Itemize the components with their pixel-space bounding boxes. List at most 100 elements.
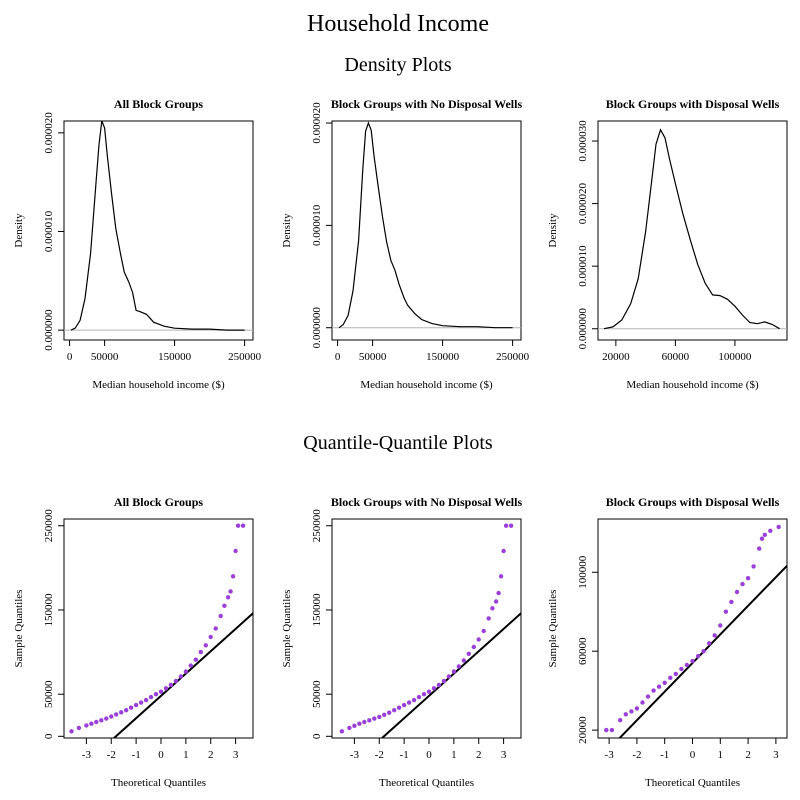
qq-point	[347, 725, 352, 731]
qq-point	[387, 710, 392, 715]
x-tick-label: -2	[632, 749, 641, 761]
qq-point	[411, 697, 417, 703]
qq-point	[114, 712, 119, 717]
qq-point	[124, 708, 129, 713]
x-axis-label: Median household income ($)	[626, 379, 759, 391]
qq-point	[153, 692, 159, 697]
plot-panel: All Block Groups 0 50000 150000 250000 0.0000…	[13, 97, 262, 391]
qq-point	[768, 528, 773, 533]
qq-point	[213, 626, 218, 631]
figure-title: Household Income	[307, 11, 489, 37]
qq-point	[496, 590, 501, 596]
qq-point	[158, 689, 164, 694]
y-axis-label: Density	[547, 213, 559, 248]
density-curve	[70, 121, 245, 331]
qq-point	[701, 649, 706, 654]
qq-point	[729, 599, 734, 605]
x-tick-label: -3	[82, 749, 92, 761]
y-axis-label: Density	[13, 213, 25, 248]
y-tick-label: 0.000000	[43, 309, 55, 351]
y-tick-label: 50000	[43, 680, 55, 708]
qq-point	[183, 669, 189, 674]
x-tick-label: 3	[233, 749, 239, 761]
y-axis-label: Sample Quantiles	[281, 590, 293, 668]
qq-point	[668, 675, 673, 680]
qq-point	[168, 682, 174, 688]
qq-point	[759, 536, 765, 541]
y-tick-label: 0.000000	[577, 308, 589, 350]
x-tick-label: 100000	[718, 351, 752, 363]
qq-point	[493, 599, 499, 604]
qq-point	[143, 697, 149, 703]
qq-point	[490, 606, 495, 611]
plot-panel: Block Groups with Disposal Wells -3 -2 -1 0 1…	[547, 495, 788, 789]
qq-point	[230, 574, 236, 579]
x-tick-label: -1	[660, 749, 669, 761]
plot-frame	[597, 518, 788, 739]
qq-reference-line	[380, 612, 521, 738]
y-axis-label: Sample Quantiles	[13, 590, 25, 668]
qq-point	[406, 700, 412, 705]
y-tick-label: 0.000010	[43, 210, 55, 252]
qq-point	[476, 637, 481, 642]
qq-point	[471, 644, 476, 650]
x-tick-label: 60000	[662, 351, 690, 363]
qq-point	[352, 723, 357, 728]
qq-point	[751, 564, 756, 569]
qq-point	[128, 705, 134, 710]
qq-point	[629, 709, 634, 714]
qq-point	[745, 576, 751, 581]
qq-point	[119, 710, 124, 715]
x-tick-label: 0	[67, 351, 73, 363]
qq-point	[84, 723, 89, 728]
qq-point	[707, 641, 712, 646]
qq-point	[679, 666, 684, 672]
qq-point	[99, 718, 104, 723]
qq-point	[508, 523, 514, 528]
qq-point	[757, 546, 762, 551]
qq-point	[392, 708, 397, 713]
qq-point	[501, 548, 506, 554]
qq-point	[372, 716, 377, 721]
x-tick-label: -2	[375, 749, 384, 761]
qq-reference-line	[112, 612, 253, 738]
qq-point	[104, 716, 109, 721]
qq-point	[69, 729, 74, 734]
qq-point	[421, 692, 427, 697]
x-axis-label: Theoretical Quantiles	[645, 777, 740, 789]
qq-point	[109, 714, 114, 719]
x-tick-label: -1	[400, 749, 409, 761]
qq-point	[431, 686, 437, 691]
y-axis-label: Sample Quantiles	[547, 590, 559, 668]
x-axis-label: Median household income ($)	[360, 379, 493, 391]
qq-point	[357, 721, 362, 726]
x-axis-label: Theoretical Quantiles	[111, 777, 206, 789]
qq-point	[208, 634, 213, 640]
x-tick-label: -1	[132, 749, 141, 761]
qq-point	[148, 694, 154, 700]
y-tick-label: 0	[311, 733, 323, 739]
qq-point	[446, 674, 452, 679]
qq-point	[481, 628, 486, 634]
qq-point	[133, 702, 139, 708]
y-tick-label: 0	[43, 733, 55, 739]
y-tick-label: 0.000030	[577, 120, 589, 162]
qq-point	[362, 719, 367, 725]
qq-point	[762, 532, 767, 537]
panel-title: Block Groups with No Disposal Wells	[331, 495, 523, 509]
panel-title: All Block Groups	[114, 495, 203, 509]
qq-point	[740, 581, 745, 587]
qq-point	[138, 700, 144, 705]
qq-point	[734, 589, 740, 595]
plot-panel: All Block Groups -3 -2 -1 0 1 2 3 0 50000 150000 25…	[13, 495, 254, 789]
qq-point	[498, 574, 504, 579]
panel-title: Block Groups with Disposal Wells	[606, 97, 780, 111]
x-tick-label: 50000	[91, 351, 119, 363]
qq-point	[486, 616, 491, 621]
y-tick-label: 0.000020	[43, 112, 55, 154]
y-axis-label: Density	[281, 213, 293, 248]
x-tick-label: 2	[208, 749, 214, 761]
x-tick-label: 1	[718, 749, 724, 761]
x-tick-label: 1	[183, 749, 189, 761]
